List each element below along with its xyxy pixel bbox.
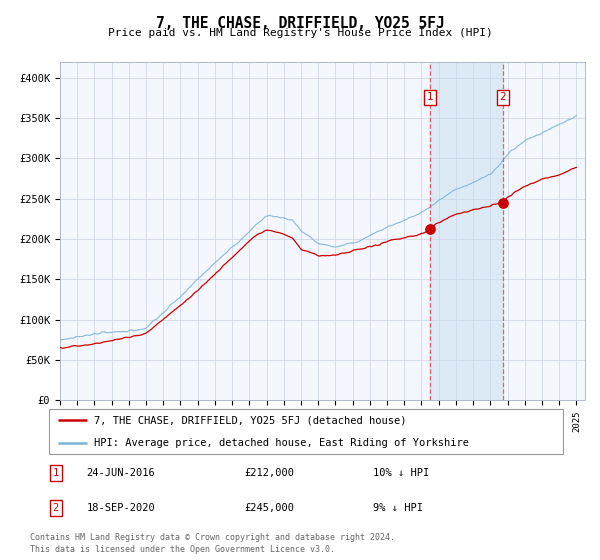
Text: 24-JUN-2016: 24-JUN-2016 (86, 468, 155, 478)
Text: 1: 1 (427, 92, 433, 102)
Text: Price paid vs. HM Land Registry's House Price Index (HPI): Price paid vs. HM Land Registry's House … (107, 28, 493, 38)
Text: Contains HM Land Registry data © Crown copyright and database right 2024.: Contains HM Land Registry data © Crown c… (30, 533, 395, 542)
Text: HPI: Average price, detached house, East Riding of Yorkshire: HPI: Average price, detached house, East… (94, 438, 469, 448)
Text: 2: 2 (53, 503, 59, 513)
Text: 18-SEP-2020: 18-SEP-2020 (86, 503, 155, 513)
Point (498, 198, 508, 207)
Text: 2: 2 (499, 92, 506, 102)
Text: 9% ↓ HPI: 9% ↓ HPI (373, 503, 423, 513)
Text: 10% ↓ HPI: 10% ↓ HPI (373, 468, 430, 478)
Bar (430, 62, 503, 400)
Text: £245,000: £245,000 (244, 503, 294, 513)
Text: £212,000: £212,000 (244, 468, 294, 478)
Text: 7, THE CHASE, DRIFFIELD, YO25 5FJ (detached house): 7, THE CHASE, DRIFFIELD, YO25 5FJ (detac… (94, 416, 407, 426)
Point (425, 225, 434, 234)
Text: 1: 1 (53, 468, 59, 478)
Text: This data is licensed under the Open Government Licence v3.0.: This data is licensed under the Open Gov… (30, 545, 335, 554)
Text: 7, THE CHASE, DRIFFIELD, YO25 5FJ: 7, THE CHASE, DRIFFIELD, YO25 5FJ (155, 16, 445, 31)
FancyBboxPatch shape (49, 409, 563, 454)
